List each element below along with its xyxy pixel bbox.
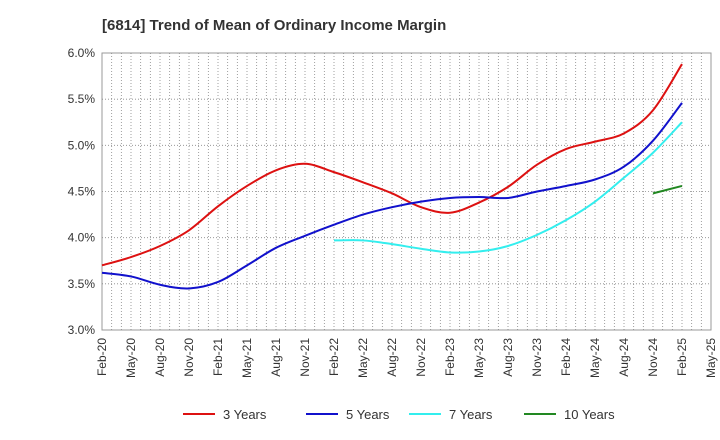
y-axis-ticks: 3.0% 3.5% 4.0% 4.5% 5.0% 5.5% 6.0% (68, 46, 96, 337)
x-tick-label: Aug-24 (617, 338, 631, 377)
x-tick-label: Nov-23 (530, 338, 544, 377)
x-tick-label: Feb-24 (559, 338, 573, 376)
x-tick-label: Feb-21 (211, 338, 225, 376)
x-axis-ticks: Feb-20 May-20 Aug-20 Nov-20 Feb-21 May-21 Aug-… (95, 338, 718, 378)
x-tick-label: Aug-21 (269, 338, 283, 377)
y-tick-label: 3.5% (68, 277, 96, 291)
legend-label-3-years: 3 Years (223, 407, 267, 422)
x-tick-label: May-21 (240, 338, 254, 378)
x-tick-label: Nov-20 (182, 338, 196, 377)
y-tick-label: 5.5% (68, 92, 96, 106)
y-tick-label: 4.0% (68, 231, 96, 245)
y-tick-label: 4.5% (68, 185, 96, 199)
x-tick-label: Feb-22 (327, 338, 341, 376)
series-line-3-years (101, 63, 683, 267)
x-tick-label: Nov-21 (298, 338, 312, 377)
x-tick-label: Aug-20 (153, 338, 167, 377)
x-tick-label: Feb-20 (95, 338, 109, 376)
x-tick-label: May-25 (704, 338, 718, 378)
x-tick-label: Aug-23 (501, 338, 515, 377)
x-tick-label: Nov-24 (646, 338, 660, 377)
legend-label-5-years: 5 Years (346, 407, 390, 422)
x-tick-label: Feb-25 (675, 338, 689, 376)
series-lines (101, 63, 683, 290)
y-tick-label: 5.0% (68, 138, 96, 152)
x-tick-label: May-24 (588, 338, 602, 378)
legend-label-7-years: 7 Years (449, 407, 493, 422)
x-tick-label: Feb-23 (443, 338, 457, 376)
series-line-5-years (101, 102, 683, 290)
chart-title: [6814] Trend of Mean of Ordinary Income … (102, 17, 446, 34)
x-tick-label: Nov-22 (414, 338, 428, 377)
series-line-10-years (652, 184, 683, 195)
legend: 3 Years 5 Years 7 Years 10 Years (183, 407, 615, 422)
y-tick-label: 6.0% (68, 46, 96, 60)
y-tick-label: 3.0% (68, 323, 96, 337)
series-line-7-years (333, 121, 683, 254)
grid-lines (102, 53, 711, 330)
x-tick-label: Aug-22 (385, 338, 399, 377)
x-tick-label: May-22 (356, 338, 370, 378)
x-tick-label: May-20 (124, 338, 138, 378)
legend-label-10-years: 10 Years (564, 407, 615, 422)
x-tick-label: May-23 (472, 338, 486, 378)
